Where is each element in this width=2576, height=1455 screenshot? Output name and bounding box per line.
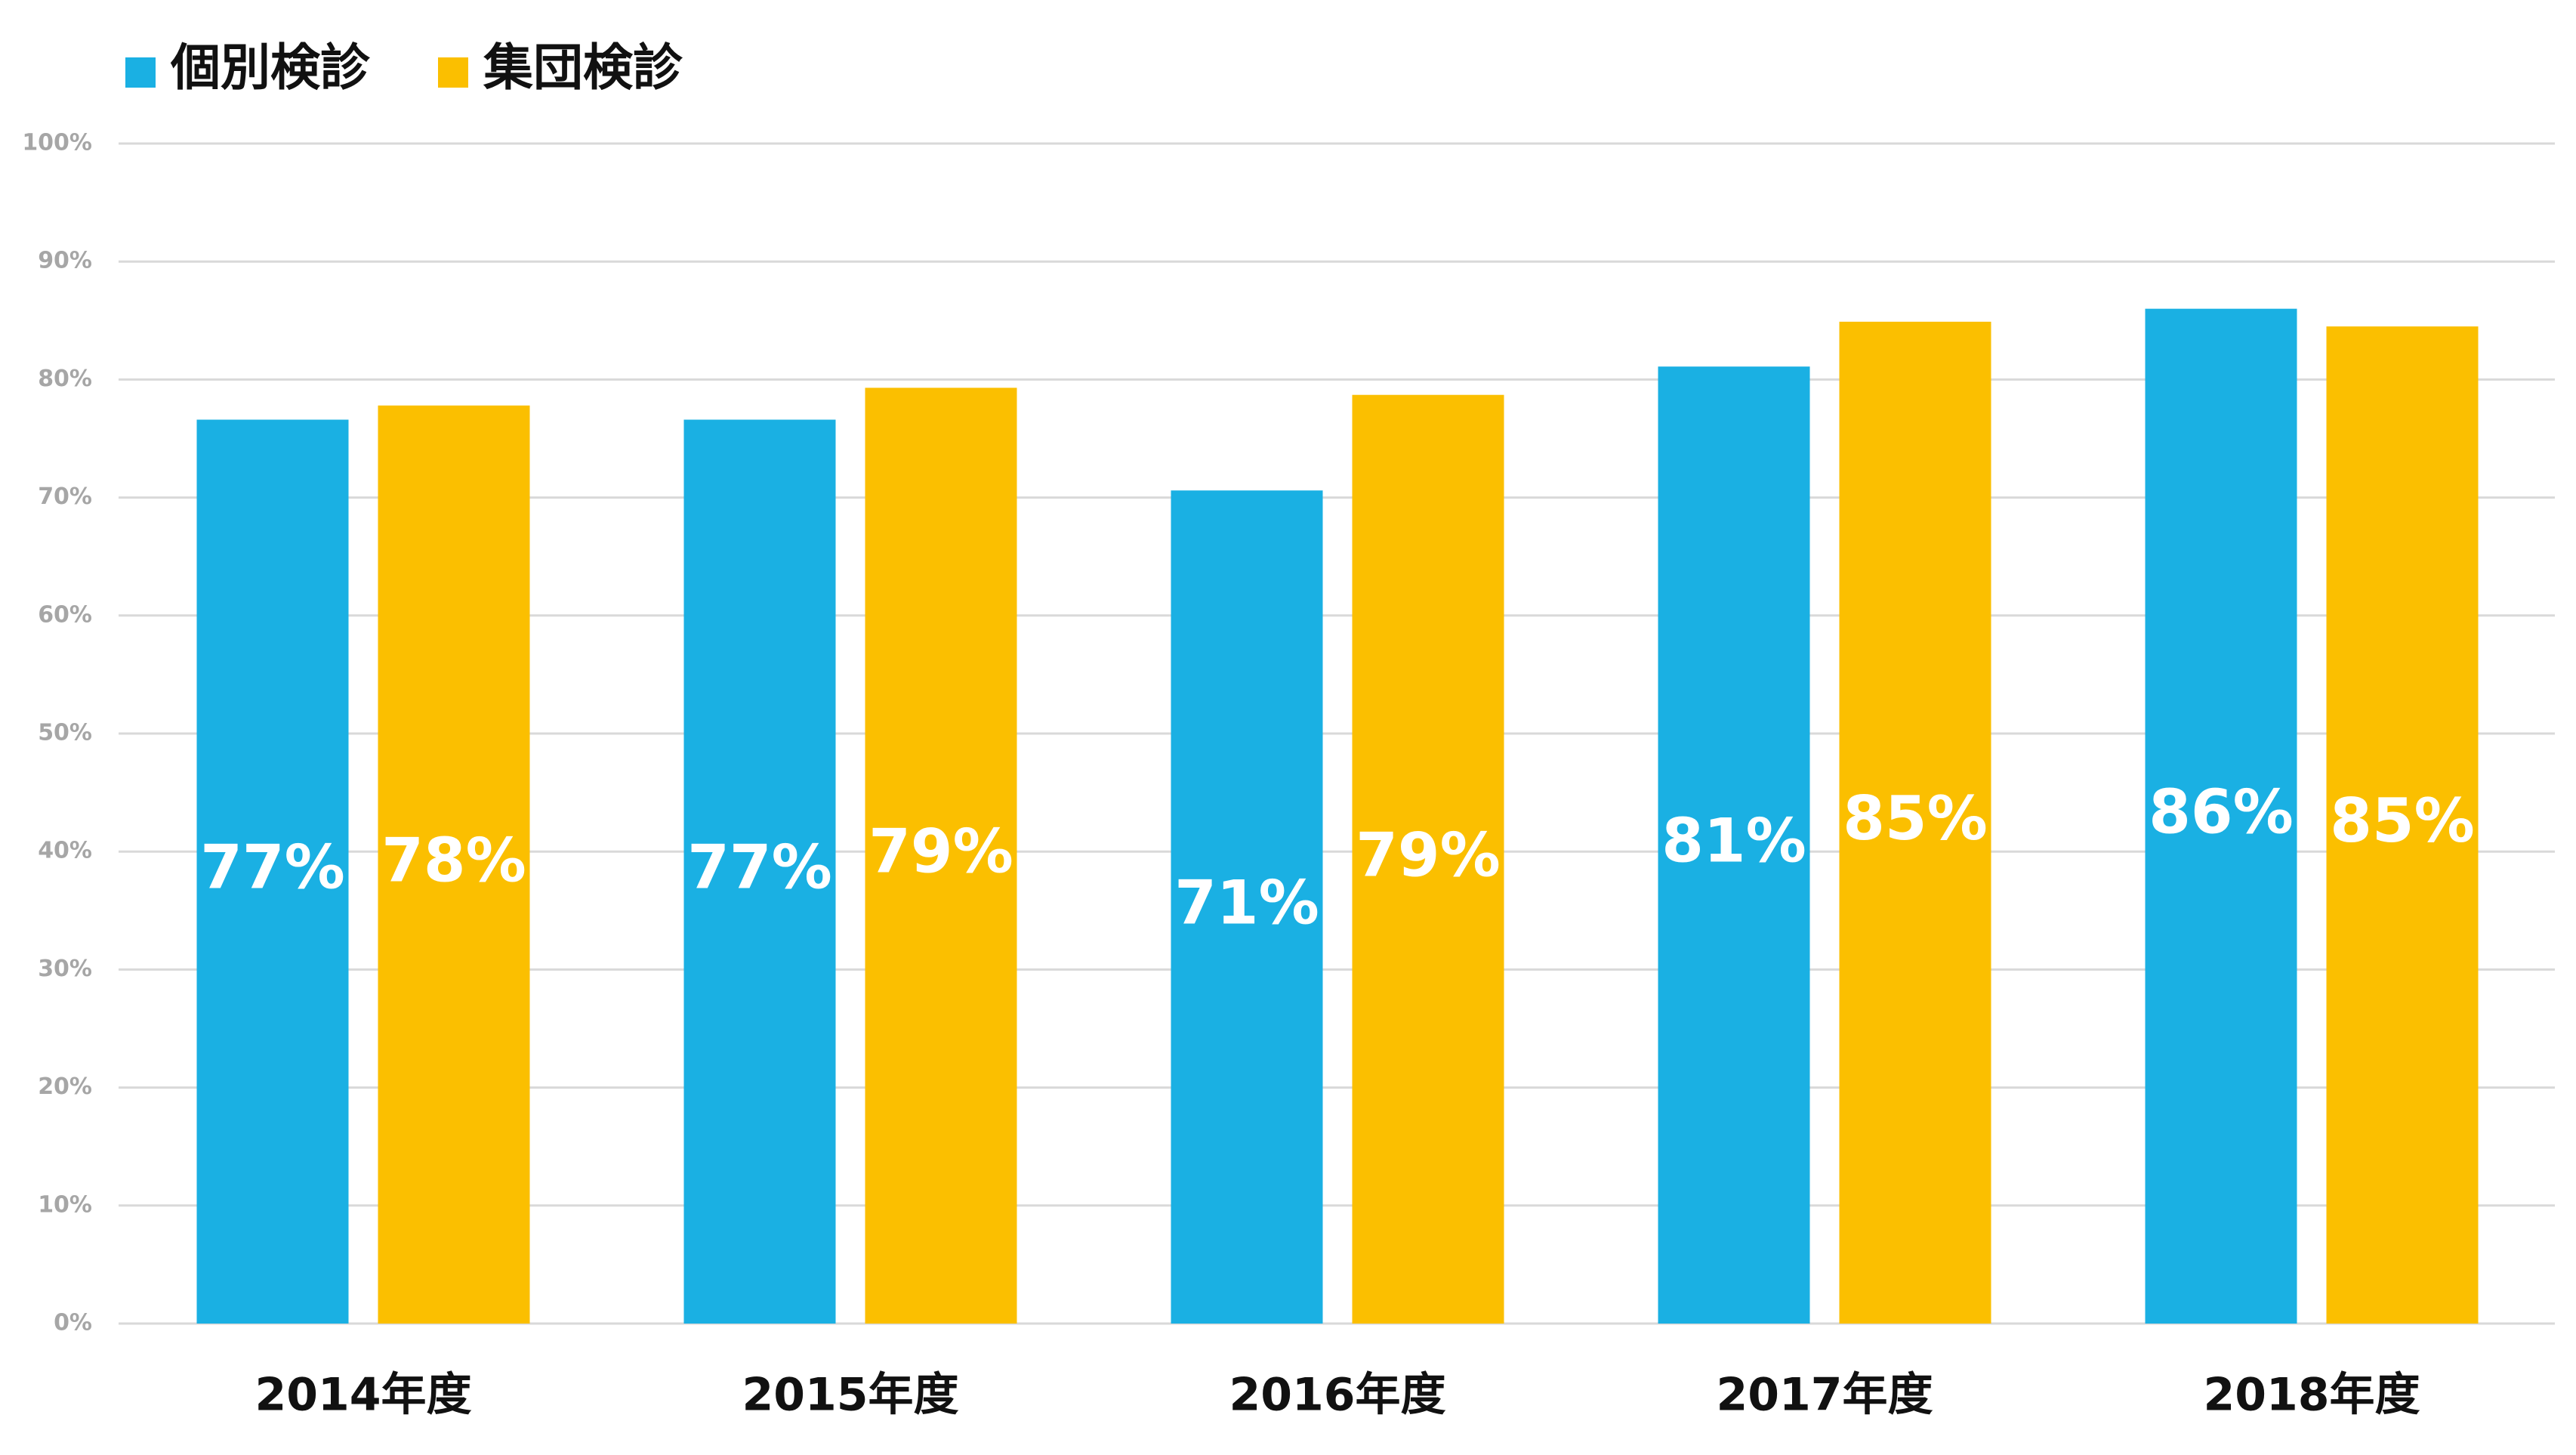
legend-swatch <box>125 57 156 88</box>
value-label: 86% <box>2149 777 2293 847</box>
y-tick-label: 20% <box>38 1073 92 1100</box>
y-tick-label: 70% <box>38 483 92 510</box>
y-tick-label: 10% <box>38 1191 92 1218</box>
y-tick-label: 40% <box>38 838 92 864</box>
value-label: 71% <box>1174 868 1319 938</box>
value-label: 81% <box>1661 806 1806 876</box>
x-tick-label: 2015年度 <box>742 1369 959 1422</box>
value-label: 79% <box>868 817 1013 887</box>
x-tick-label: 2016年度 <box>1229 1369 1446 1422</box>
bar <box>1839 321 1991 1324</box>
bar <box>2326 326 2479 1324</box>
y-tick-label: 90% <box>38 248 92 274</box>
bar <box>196 419 349 1324</box>
legend-swatch <box>438 57 468 88</box>
value-label: 77% <box>687 833 831 903</box>
x-tick-label: 2018年度 <box>2204 1369 2420 1422</box>
value-label: 85% <box>2330 786 2474 856</box>
bar <box>1171 490 1323 1324</box>
legend-label: 集団検診 <box>483 39 683 97</box>
value-label: 78% <box>381 825 526 895</box>
value-label: 77% <box>200 833 344 903</box>
x-tick-label: 2014年度 <box>255 1369 472 1422</box>
x-tick-label: 2017年度 <box>1717 1369 1933 1422</box>
y-tick-label: 0% <box>54 1310 92 1336</box>
y-tick-label: 60% <box>38 601 92 628</box>
legend-label: 個別検診 <box>170 39 371 97</box>
bar <box>865 388 1017 1324</box>
y-tick-label: 100% <box>22 130 92 156</box>
bar <box>378 405 530 1324</box>
y-tick-label: 30% <box>38 956 92 982</box>
bar <box>1658 366 1810 1324</box>
bar <box>683 419 836 1324</box>
y-tick-label: 80% <box>38 366 92 392</box>
bar <box>2145 308 2297 1324</box>
value-label: 79% <box>1356 820 1500 890</box>
value-label: 85% <box>1843 783 1987 854</box>
y-tick-label: 50% <box>38 720 92 746</box>
bar <box>1352 394 1504 1324</box>
